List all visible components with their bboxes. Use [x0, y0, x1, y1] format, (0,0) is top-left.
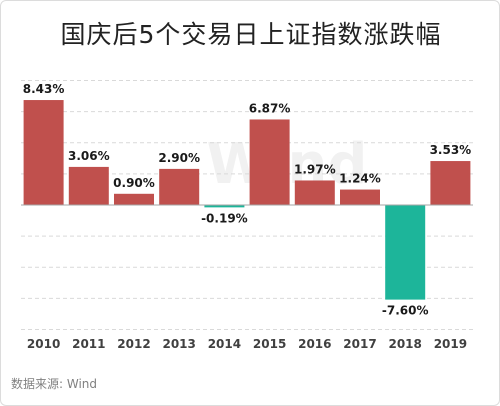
data-label-2017: 1.24% — [339, 172, 381, 186]
bar-2011 — [68, 166, 109, 205]
bar-2013 — [159, 168, 200, 205]
data-label-2012: 0.90% — [113, 176, 155, 190]
chart-title: 国庆后5个交易日上证指数涨跌幅 — [60, 20, 442, 49]
data-label-2016: 1.97% — [294, 162, 336, 176]
data-source-note: 数据来源: Wind — [11, 377, 98, 391]
bar-2017 — [340, 189, 380, 205]
bar-2015 — [249, 119, 290, 205]
data-label-2011: 3.06% — [68, 149, 110, 163]
x-tick-label-2016: 2016 — [298, 337, 331, 351]
data-label-2019: 3.53% — [430, 143, 472, 157]
bar-2010 — [23, 100, 64, 205]
x-tick-label-2010: 2010 — [27, 337, 60, 351]
x-tick-label-2014: 2014 — [208, 337, 241, 351]
x-tick-label-2012: 2012 — [117, 337, 150, 351]
data-label-2015: 6.87% — [249, 101, 291, 115]
data-label-2014: -0.19% — [201, 211, 248, 225]
data-label-2010: 8.43% — [23, 82, 65, 96]
x-tick-label-2011: 2011 — [72, 337, 105, 351]
bar-2012 — [114, 193, 154, 205]
data-label-2018: -7.60% — [382, 304, 429, 318]
bar-2018 — [385, 205, 426, 300]
data-label-2013: 2.90% — [158, 151, 200, 165]
bar-2014 — [204, 205, 245, 208]
bar-2019 — [430, 161, 471, 205]
x-tick-label-2019: 2019 — [434, 337, 467, 351]
bar-2016 — [294, 180, 335, 205]
x-tick-label-2013: 2013 — [162, 337, 195, 351]
x-tick-label-2015: 2015 — [253, 337, 286, 351]
x-tick-label-2017: 2017 — [343, 337, 376, 351]
x-tick-label-2018: 2018 — [388, 337, 421, 351]
